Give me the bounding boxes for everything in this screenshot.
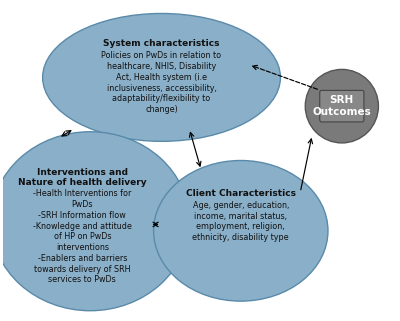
- Text: Policies on PwDs in relation to
healthcare, NHIS, Disability
Act, Health system : Policies on PwDs in relation to healthca…: [102, 51, 222, 114]
- Ellipse shape: [154, 160, 328, 301]
- Text: Interventions and
Nature of health delivery: Interventions and Nature of health deliv…: [18, 168, 146, 187]
- Text: System characteristics: System characteristics: [103, 39, 220, 48]
- FancyBboxPatch shape: [320, 91, 364, 122]
- Text: Client Characteristics: Client Characteristics: [186, 189, 296, 198]
- Circle shape: [305, 69, 378, 143]
- Text: Age, gender, education,
income, marital status,
employment, religion,
ethnicity,: Age, gender, education, income, marital …: [192, 201, 289, 242]
- Text: -Health Interventions for
PwDs
-SRH Information flow
-Knowledge and attitude
of : -Health Interventions for PwDs -SRH Info…: [33, 189, 132, 284]
- Text: SRH
Outcomes: SRH Outcomes: [312, 95, 371, 117]
- Ellipse shape: [43, 13, 280, 141]
- Ellipse shape: [0, 132, 189, 311]
